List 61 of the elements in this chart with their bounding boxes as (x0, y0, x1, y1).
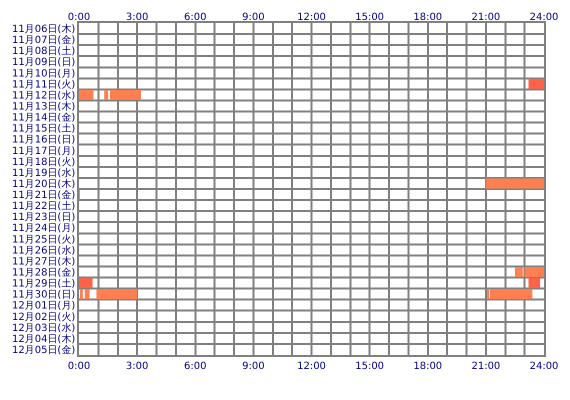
y-tick-label: 11月19日(水) (12, 166, 76, 179)
y-tick-label: 11月09日(日) (12, 57, 76, 68)
y-tick-label: 11月13日(木) (12, 100, 76, 112)
y-tick-label: 11月22日(土) (12, 200, 76, 212)
y-tick-label: 11月26日(水) (12, 244, 76, 256)
y-tick-label: 11月18日(火) (12, 156, 76, 168)
bar (79, 90, 94, 100)
bar (528, 78, 544, 89)
bar (79, 278, 93, 288)
y-tick-label: 11月20日(木) (12, 178, 76, 190)
x-tick-label: 18:00 (413, 12, 442, 23)
y-tick-label: 11月07日(金) (12, 34, 76, 46)
x-tick-label: 12:00 (297, 12, 326, 23)
y-tick-label: 11月06日(木) (12, 23, 76, 36)
x-tick-label: 9:00 (242, 12, 265, 23)
bar (486, 178, 544, 188)
x2-tick-label: 21:00 (471, 360, 500, 372)
x2-tick-label: 0:00 (68, 360, 90, 372)
bar (84, 289, 90, 300)
x-tick-label: 24:00 (530, 12, 558, 23)
x2-tick-label: 6:00 (184, 360, 206, 372)
y-tick-label: 11月28日(金) (12, 266, 76, 278)
y-tick-label: 11月08日(土) (12, 45, 76, 58)
x-tick-label: 3:00 (126, 12, 148, 23)
y-tick-label: 11月15日(土) (12, 122, 76, 135)
bar (110, 90, 141, 100)
x2-tick-label: 15:00 (355, 360, 384, 372)
x2-tick-label: 3:00 (126, 360, 148, 372)
y-tick-label: 11月16日(日) (12, 134, 76, 146)
x-tick-label: 0:00 (68, 12, 90, 23)
y-tick-label: 12月01日(月) (12, 300, 76, 312)
y-tick-label: 11月11日(火) (12, 78, 76, 90)
y-tick-label: 11月27日(木) (12, 255, 76, 268)
x2-tick-label: 9:00 (242, 360, 265, 372)
bar (96, 289, 138, 300)
bar (514, 267, 523, 277)
y-tick-label: 11月30日(日) (12, 290, 76, 301)
y-tick-label: 11月25日(火) (12, 233, 76, 246)
x2-tick-label: 24:00 (530, 360, 558, 372)
y-tick-label: 11月12日(水) (12, 89, 76, 102)
x2-tick-label: 18:00 (413, 360, 442, 372)
y-tick-label: 12月04日(木) (12, 332, 76, 345)
bar (104, 90, 108, 100)
y-tick-label: 11月24日(月) (12, 223, 76, 234)
y-tick-label: 11月10日(月) (12, 68, 76, 80)
y-tick-label: 12月03日(水) (12, 322, 76, 334)
y-tick-label: 11月29日(土) (12, 278, 76, 290)
y-tick-label: 11月14日(金) (12, 112, 76, 124)
bar (524, 267, 544, 277)
x-tick-label: 15:00 (355, 12, 384, 23)
bar (490, 289, 532, 300)
y-tick-label: 11月21日(金) (12, 189, 76, 202)
y-tick-label: 11月23日(日) (12, 212, 76, 224)
y-tick-label: 11月17日(月) (12, 146, 76, 157)
x2-tick-label: 12:00 (297, 360, 326, 372)
bar (80, 289, 83, 300)
x-tick-label: 21:00 (471, 12, 500, 23)
y-tick-label: 12月05日(金) (12, 344, 76, 356)
x-tick-label: 6:00 (184, 12, 206, 23)
bar (528, 278, 540, 288)
y-tick-label: 12月02日(火) (12, 310, 76, 323)
